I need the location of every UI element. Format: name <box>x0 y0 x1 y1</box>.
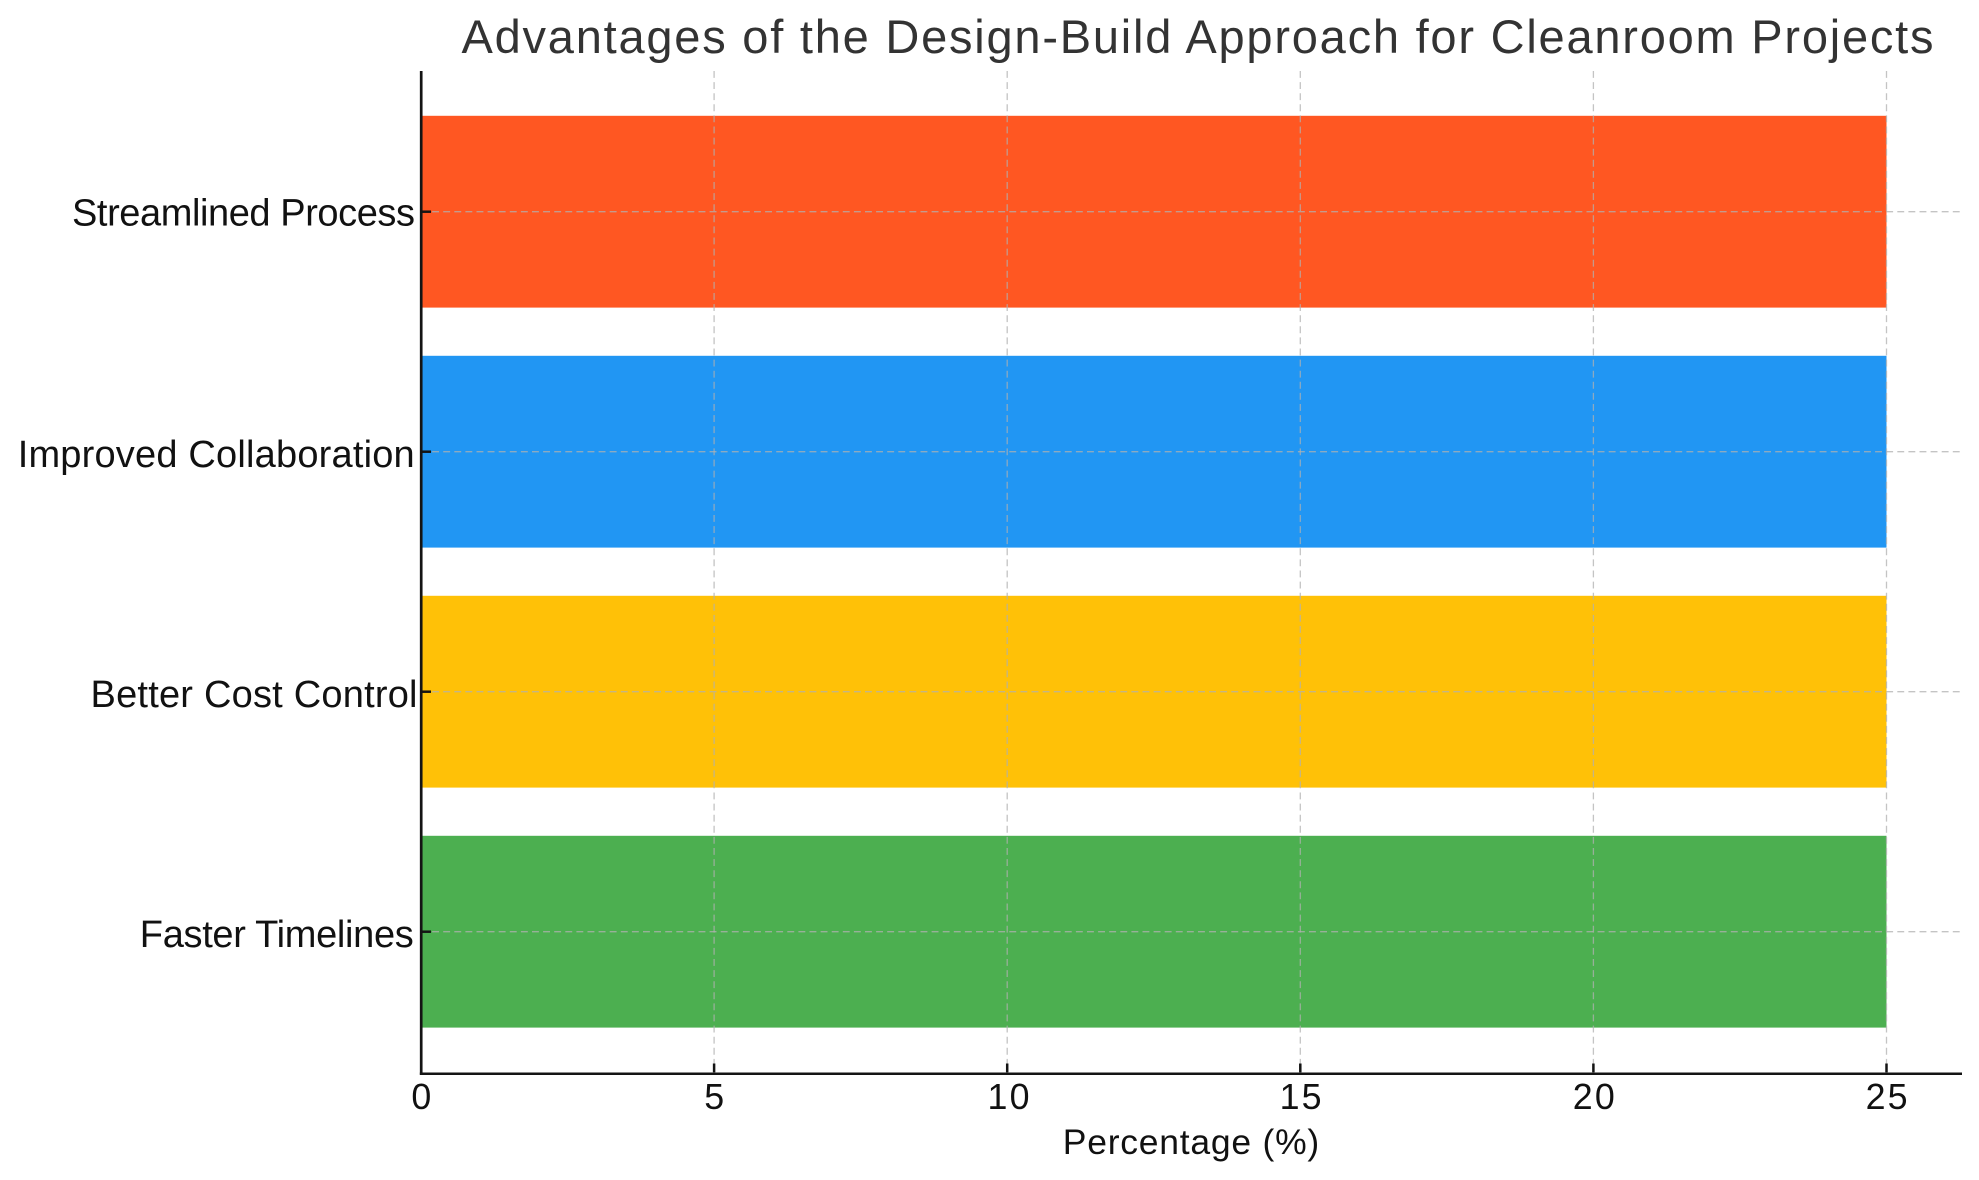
svg-text:Faster Timelines: Faster Timelines <box>140 914 414 956</box>
svg-text:Streamlined Process: Streamlined Process <box>72 193 415 235</box>
svg-text:Percentage (%): Percentage (%) <box>1063 1122 1320 1162</box>
svg-text:Improved Collaboration: Improved Collaboration <box>18 434 415 476</box>
svg-text:Better Cost Control: Better Cost Control <box>91 674 418 716</box>
svg-text:5: 5 <box>704 1077 724 1117</box>
svg-text:Advantages of the Design-Build: Advantages of the Design-Build Approach … <box>462 10 1934 63</box>
svg-text:0: 0 <box>411 1077 431 1117</box>
